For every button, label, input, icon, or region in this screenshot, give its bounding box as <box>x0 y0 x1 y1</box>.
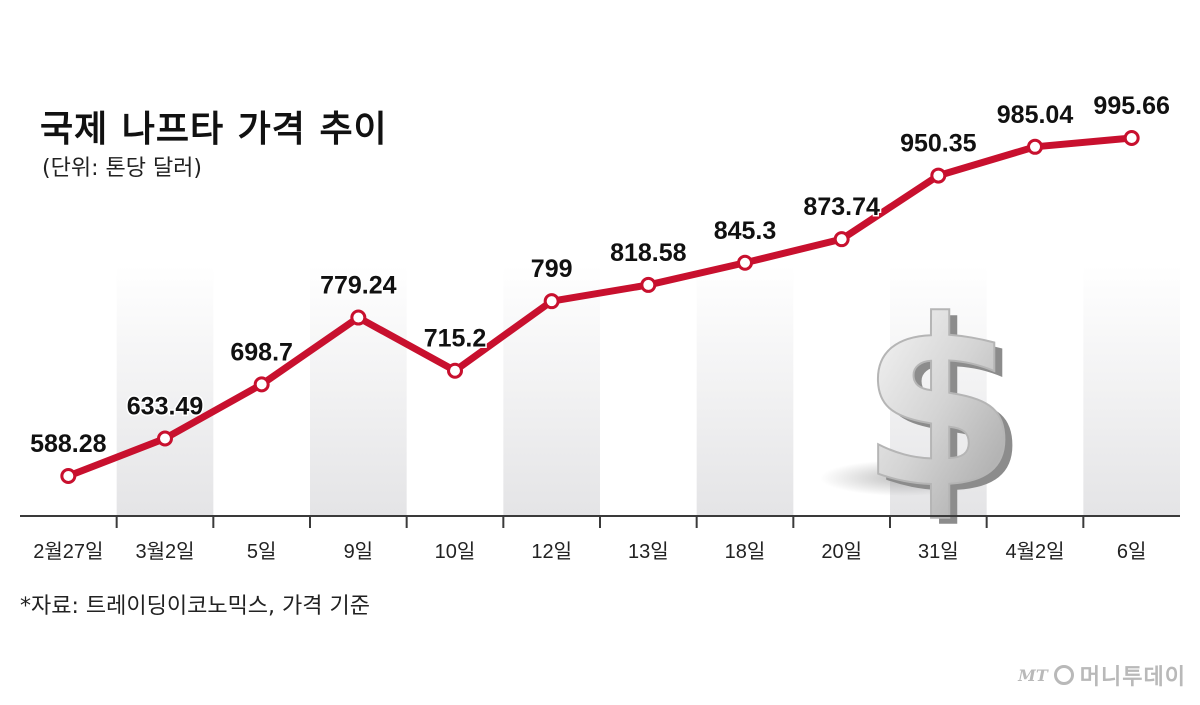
data-label: 818.58 <box>610 239 687 267</box>
logo-name: 머니투데이 <box>1079 665 1186 690</box>
svg-text:$: $ <box>860 272 1020 539</box>
data-label: 845.3 <box>714 217 777 245</box>
data-point <box>1027 138 1043 155</box>
data-point <box>60 468 77 484</box>
data-point <box>543 293 560 310</box>
data-label: 715.2 <box>424 325 487 353</box>
data-label: 873.74 <box>803 193 880 221</box>
data-point <box>640 276 657 293</box>
publisher-logo: MT 머니투데이 <box>1018 659 1186 691</box>
data-label: 633.49 <box>127 392 203 420</box>
dollar-sign-illustration: $ $ <box>820 271 1028 545</box>
data-label: 985.04 <box>997 101 1074 129</box>
column-band <box>696 265 794 516</box>
chart-unit-label: (단위: 톤당 달러) <box>42 156 203 181</box>
x-tick-label: 10일 <box>435 540 476 563</box>
data-point <box>737 254 753 271</box>
data-point <box>253 376 270 393</box>
svg-text:$: $ <box>868 278 1028 545</box>
data-point <box>447 362 463 379</box>
data-label: 950.35 <box>900 130 977 158</box>
source-note: *자료: 트레이딩이코노믹스, 가격 기준 <box>20 594 370 619</box>
x-tick-label: 12일 <box>531 540 572 563</box>
data-label: 779.24 <box>320 272 397 300</box>
x-tick-label: 6일 <box>1117 540 1147 563</box>
x-tick-label: 4월2일 <box>1005 540 1064 563</box>
logo-ring-icon <box>1053 665 1074 685</box>
column-band <box>116 265 214 516</box>
x-tick-label: 5일 <box>247 540 277 563</box>
logo-mt: MT <box>1018 665 1048 685</box>
x-tick-label: 2월27일 <box>33 540 103 563</box>
column-band <box>1083 265 1180 516</box>
x-tick-label: 31일 <box>918 540 959 563</box>
chart-title: 국제 나프타 가격 추이 <box>40 109 388 150</box>
data-label: 995.66 <box>1093 92 1169 120</box>
data-point <box>350 309 367 326</box>
data-point <box>1123 130 1140 146</box>
data-label: 698.7 <box>230 338 293 366</box>
data-label: 588.28 <box>30 430 107 458</box>
x-tick-label: 20일 <box>821 540 862 563</box>
data-point <box>833 231 850 248</box>
data-label: 799 <box>531 255 573 283</box>
x-tick-label: 9일 <box>344 540 374 563</box>
series-line <box>64 134 1136 480</box>
x-tick-label: 3월2일 <box>135 540 194 563</box>
data-point <box>930 167 947 184</box>
x-tick-label: 18일 <box>725 540 766 563</box>
x-tick-label: 13일 <box>628 540 669 563</box>
column-band <box>310 265 407 516</box>
data-point <box>157 430 173 447</box>
